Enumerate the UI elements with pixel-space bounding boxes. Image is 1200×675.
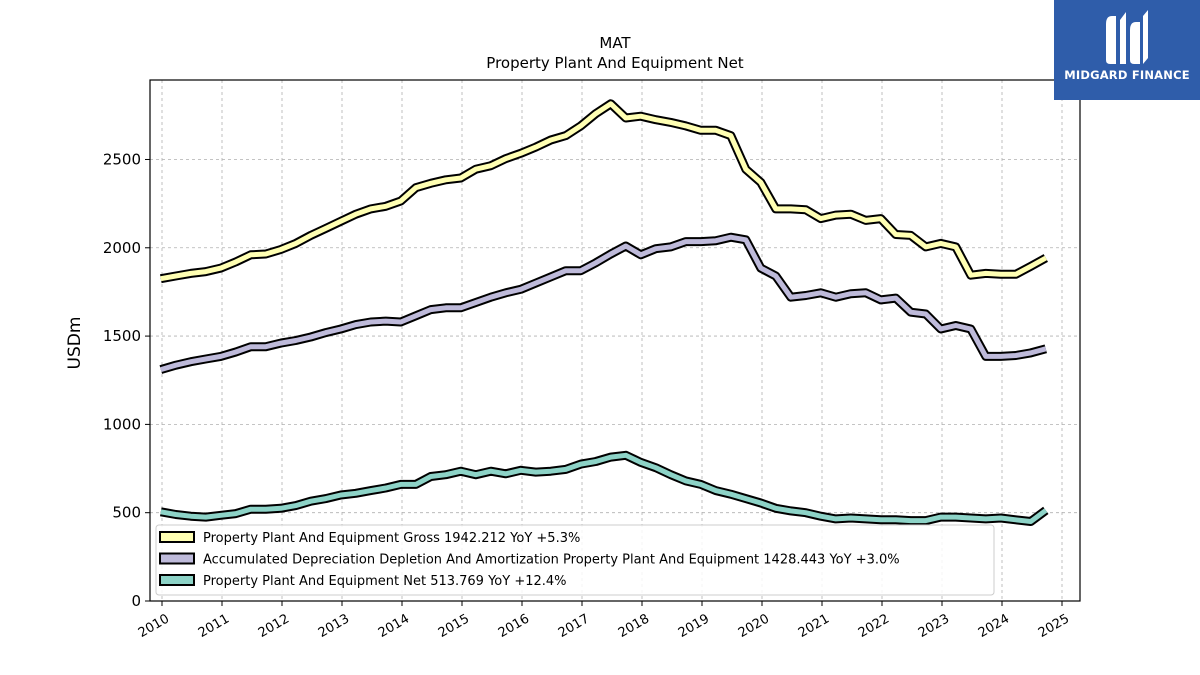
x-tick-label: 2016 — [496, 611, 532, 641]
y-tick-label: 1000 — [103, 415, 141, 433]
legend-label-3: Property Plant And Equipment Net 513.769… — [203, 574, 567, 589]
x-tick-label: 2011 — [196, 611, 232, 641]
y-tick-label: 0 — [131, 592, 141, 610]
x-tick-label: 2014 — [376, 611, 412, 641]
y-tick-label: 500 — [112, 504, 141, 522]
chart-subtitle: Property Plant And Equipment Net — [486, 54, 743, 72]
x-tick-label: 2015 — [436, 611, 472, 641]
legend-swatch-3 — [159, 574, 195, 586]
x-tick-label: 2018 — [616, 611, 652, 641]
legend-label-2: Accumulated Depreciation Depletion And A… — [203, 553, 900, 568]
chart-title: MAT — [599, 34, 631, 52]
x-tick-label: 2017 — [556, 611, 592, 641]
x-tick-label: 2024 — [976, 611, 1012, 641]
legend-frame — [155, 524, 995, 596]
x-tick-label: 2013 — [316, 611, 352, 641]
x-tick-label: 2020 — [736, 611, 772, 641]
series-line-outline-3 — [160, 450, 1049, 526]
series-line-1 — [160, 101, 1048, 282]
legend: Property Plant And Equipment Gross 1942.… — [155, 524, 995, 596]
series-line-outline-1 — [160, 99, 1048, 284]
x-tick-label: 2021 — [796, 611, 832, 641]
x-tick-label: 2010 — [136, 611, 172, 641]
x-tick-label: 2025 — [1036, 611, 1072, 641]
legend-label-1: Property Plant And Equipment Gross 1942.… — [203, 531, 580, 546]
series-line-3 — [160, 452, 1048, 524]
plot-frame — [149, 79, 1081, 602]
logo-text: MIDGARD FINANCE — [1064, 68, 1190, 82]
x-tick-label: 2023 — [916, 611, 952, 641]
y-tick-label: 2000 — [103, 239, 141, 257]
legend-swatch-2 — [159, 552, 195, 565]
x-tick-label: 2019 — [676, 611, 712, 641]
logo-mark-icon — [1106, 10, 1148, 64]
brand-logo: MIDGARD FINANCE — [1054, 0, 1200, 100]
series-line-2 — [160, 234, 1047, 372]
series-lines — [159, 99, 1049, 526]
y-tick-label: 1500 — [103, 327, 141, 345]
y-tick-label: 2500 — [103, 150, 141, 168]
x-tick-label: 2022 — [856, 611, 892, 641]
legend-swatch-1 — [159, 531, 195, 543]
y-axis-label: USDm — [65, 317, 85, 370]
x-tick-label: 2012 — [256, 611, 292, 641]
